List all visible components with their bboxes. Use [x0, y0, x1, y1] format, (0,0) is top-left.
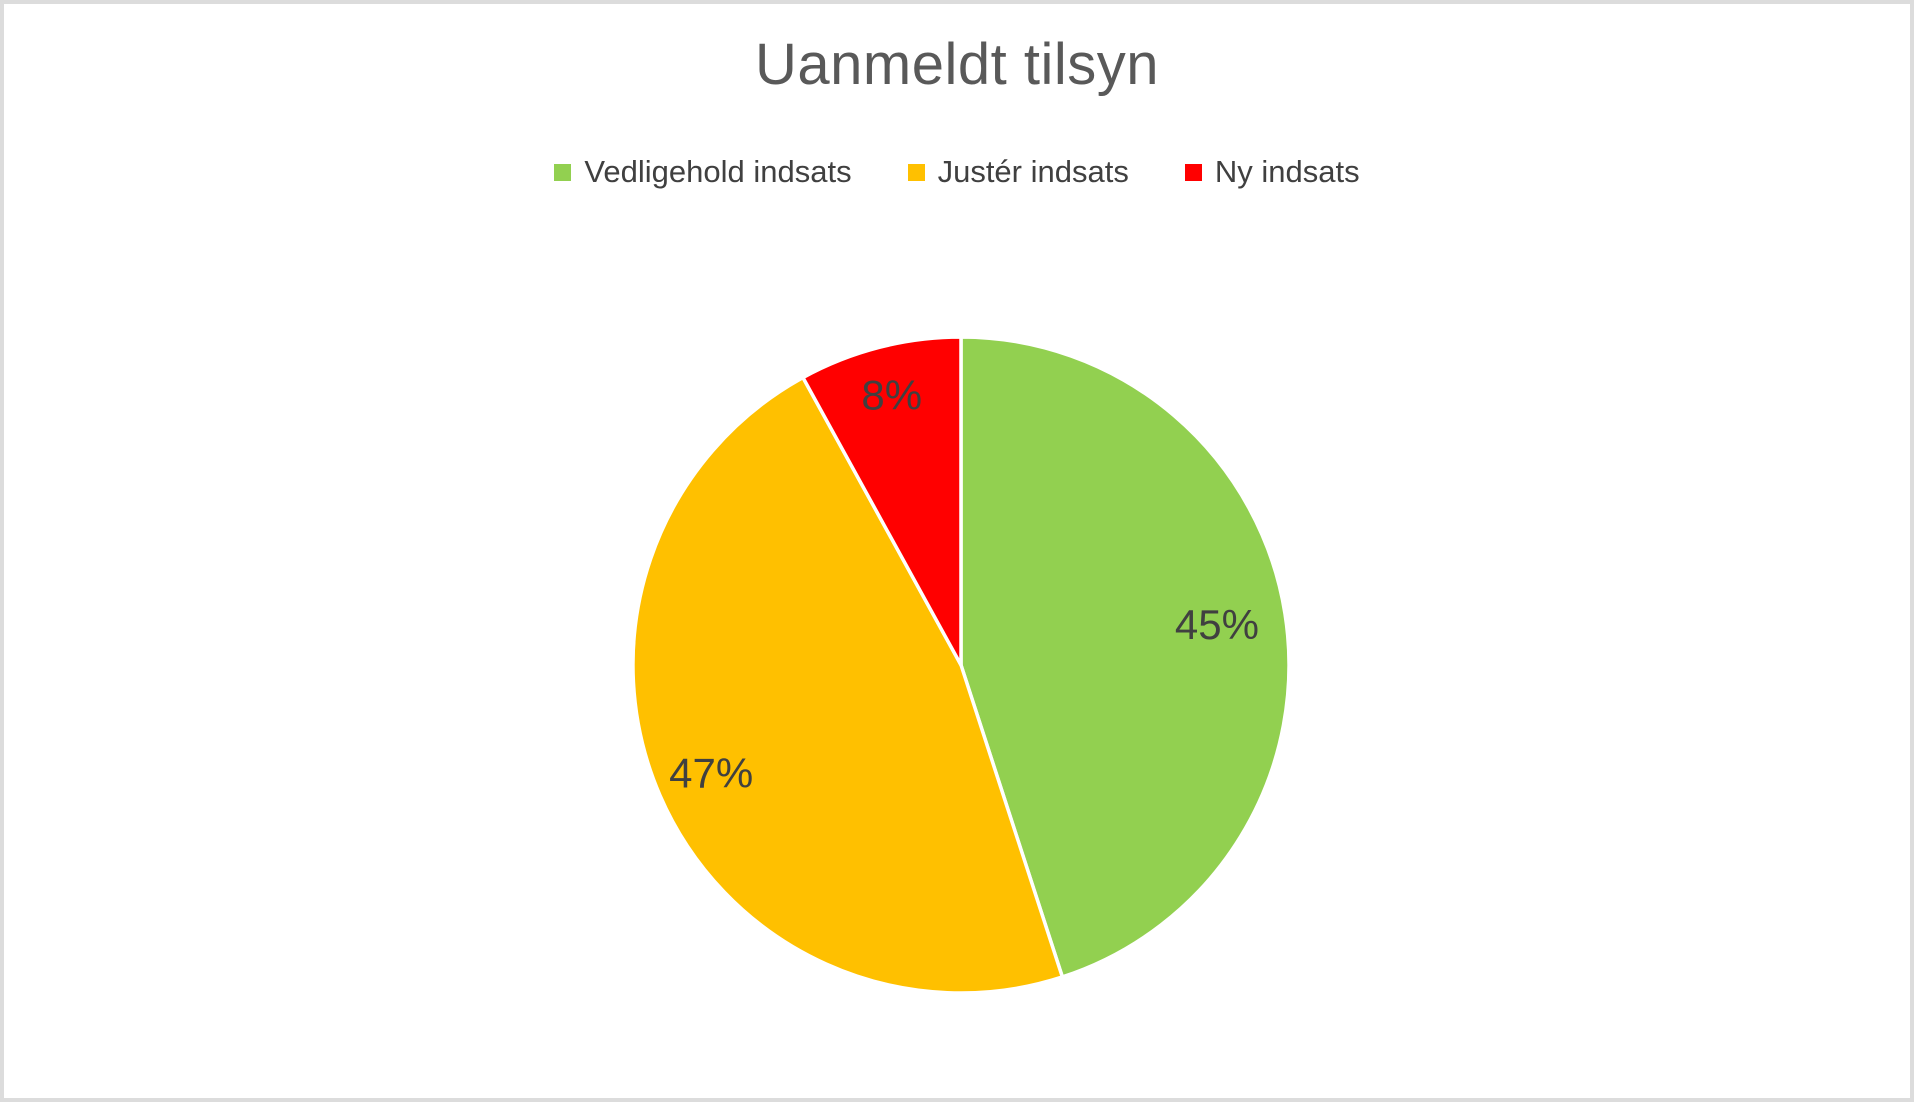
data-label-0: 45%: [1175, 601, 1259, 648]
legend-item-vedligehold-indsats: Vedligehold indsats: [554, 154, 852, 190]
chart-title: Uanmeldt tilsyn: [755, 32, 1159, 97]
legend-label-juster-indsats: Justér indsats: [937, 154, 1129, 189]
pie-slices-group: 45% 47% 8%: [631, 335, 1291, 995]
pie-chart: 45% 47% 8%: [631, 335, 1291, 995]
data-label-2: 8%: [861, 372, 922, 419]
legend-item-ny-indsats: Ny indsats: [1184, 154, 1360, 190]
legend-item-juster-indsats: Justér indsats: [907, 154, 1129, 190]
legend-swatch-green-icon: [554, 163, 572, 181]
legend-swatch-red-icon: [1184, 163, 1202, 181]
pie-slice-0: [959, 335, 1291, 979]
legend-label-ny-indsats: Ny indsats: [1214, 154, 1360, 189]
legend-label-vedligehold-indsats: Vedligehold indsats: [584, 154, 852, 189]
legend-swatch-yellow-icon: [907, 163, 925, 181]
pie-slice-1: [631, 375, 1065, 995]
data-label-1: 47%: [669, 750, 753, 797]
chart-legend: Vedligehold indsats Justér indsats Ny in…: [4, 154, 1910, 190]
pie-slice-2: [801, 335, 963, 667]
